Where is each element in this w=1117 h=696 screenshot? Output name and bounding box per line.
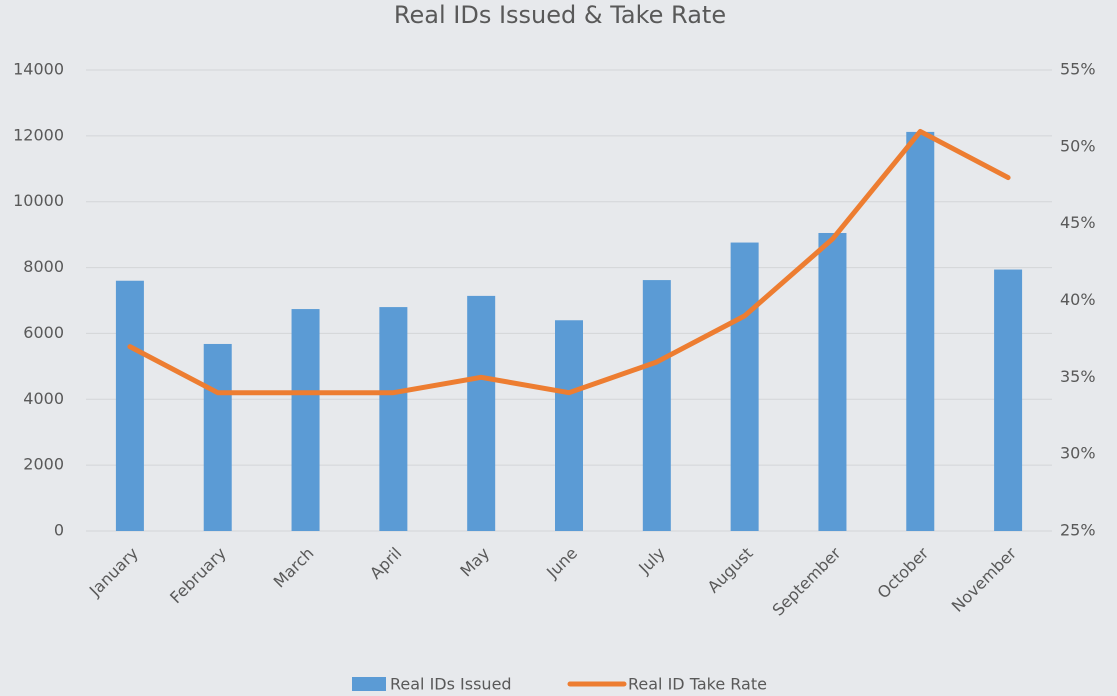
y2-tick-label: 35% [1060, 367, 1096, 386]
y2-tick-label: 30% [1060, 444, 1096, 463]
legend-label: Real IDs Issued [390, 675, 512, 694]
line [127, 128, 1011, 396]
bar [906, 131, 935, 532]
y2-tick-label: 50% [1060, 136, 1096, 155]
y-tick-label: 14000 [13, 60, 64, 79]
bar [291, 309, 320, 531]
bar [115, 280, 144, 531]
bar [818, 232, 847, 531]
y-tick-label: 12000 [13, 125, 64, 144]
y2-tick-label: 45% [1060, 213, 1096, 232]
y-tick-label: 6000 [23, 323, 64, 342]
bar [555, 320, 583, 531]
y2-tick-label: 55% [1060, 60, 1096, 79]
bar [994, 269, 1023, 531]
bar [642, 280, 671, 531]
y-tick-label: 4000 [23, 389, 64, 408]
y2-tick-label: 25% [1060, 521, 1096, 540]
bar [379, 307, 408, 531]
y-tick-label: 0 [54, 521, 64, 540]
chart-title: Real IDs Issued & Take Rate [394, 1, 726, 29]
legend-label: Real ID Take Rate [628, 675, 767, 694]
legend-swatch [352, 677, 386, 691]
bar [730, 242, 759, 531]
bar [203, 343, 232, 531]
y-tick-label: 10000 [13, 191, 64, 210]
y-tick-label: 2000 [23, 455, 64, 474]
y2-tick-label: 40% [1060, 290, 1096, 309]
y-tick-label: 8000 [23, 257, 64, 276]
bar [467, 295, 496, 531]
